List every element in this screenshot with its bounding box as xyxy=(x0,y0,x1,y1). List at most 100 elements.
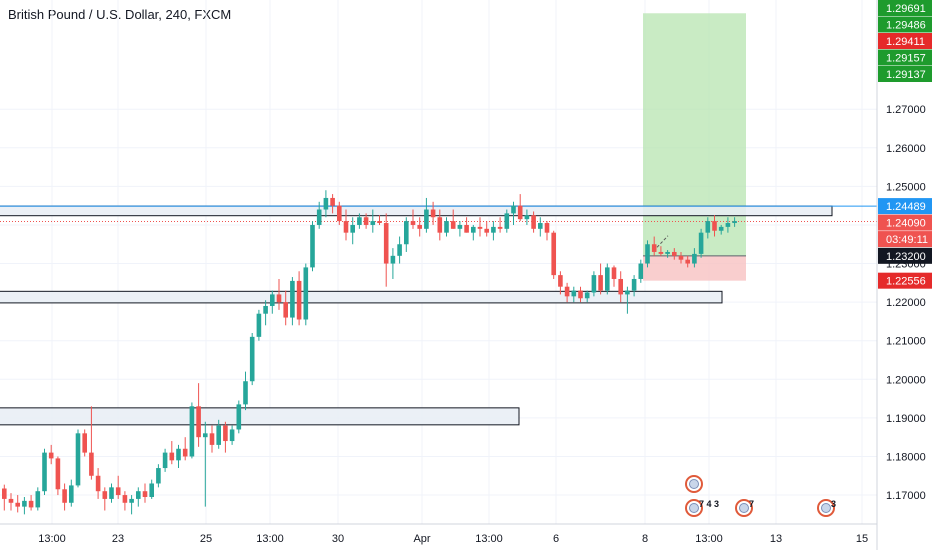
candle xyxy=(658,246,664,256)
price-label-tag: 1.24090 xyxy=(878,214,932,231)
candle xyxy=(497,217,503,233)
candle xyxy=(511,201,516,225)
price-label-tag: 1.23200 xyxy=(878,247,932,264)
price-label-bg xyxy=(878,272,932,289)
candle xyxy=(283,290,288,326)
y-tick-label: 1.21000 xyxy=(886,336,926,348)
price-label-text: 1.22556 xyxy=(886,276,926,288)
candle-body xyxy=(136,491,141,499)
event-count: 3 xyxy=(831,499,836,509)
candle xyxy=(665,250,670,258)
candle xyxy=(42,448,47,496)
candle xyxy=(350,217,355,245)
candle-body xyxy=(156,468,161,484)
flag-icon xyxy=(821,503,831,513)
flag-icon xyxy=(739,503,749,513)
x-tick-label: 6 xyxy=(553,533,559,545)
candle-body xyxy=(296,280,302,320)
candle-body xyxy=(430,209,436,218)
candle xyxy=(464,217,469,233)
candle xyxy=(444,217,449,237)
candle-body xyxy=(705,221,711,233)
candle-body xyxy=(377,221,382,224)
candle-body xyxy=(672,251,677,256)
candle xyxy=(48,444,54,465)
price-label-bg xyxy=(878,231,932,248)
price-label-text: 1.23200 xyxy=(886,251,926,263)
candle xyxy=(203,421,208,507)
candle-body xyxy=(638,263,644,279)
y-tick-label: 1.25000 xyxy=(886,181,926,193)
candle xyxy=(357,213,362,229)
price-label-text: 1.29691 xyxy=(886,3,926,15)
candle-body xyxy=(82,433,87,453)
candle-body xyxy=(517,205,523,220)
candle-body xyxy=(464,224,469,233)
candle-body xyxy=(524,215,530,220)
candle xyxy=(296,271,302,326)
candle-body xyxy=(129,498,134,503)
candle-body xyxy=(290,280,295,318)
flag-icon xyxy=(689,503,699,513)
price-label-bg xyxy=(878,33,932,49)
x-tick-label: 13:00 xyxy=(475,533,503,545)
candle xyxy=(544,221,550,241)
price-label-bg xyxy=(878,247,932,264)
candle xyxy=(625,286,630,314)
candle xyxy=(685,255,690,268)
candle-body xyxy=(444,221,449,233)
event-count: 7 xyxy=(749,499,754,509)
candle-body xyxy=(243,381,248,405)
price-label-text: 1.24090 xyxy=(886,218,926,230)
y-tick-label: 1.22000 xyxy=(886,297,926,309)
candle-body xyxy=(263,305,268,314)
candle xyxy=(437,209,443,241)
candle xyxy=(638,259,644,283)
candle xyxy=(692,248,697,268)
candle-body xyxy=(404,221,409,245)
candle xyxy=(243,371,248,411)
candle-body xyxy=(189,406,195,457)
candle xyxy=(484,221,489,237)
candle-body xyxy=(531,215,536,229)
candle xyxy=(2,484,7,511)
candle-body xyxy=(363,217,369,225)
candle xyxy=(645,240,650,268)
candle-body xyxy=(330,197,335,206)
candle xyxy=(404,217,409,252)
candle xyxy=(69,479,74,507)
candle xyxy=(457,221,463,237)
candle xyxy=(551,230,556,279)
candle-body xyxy=(732,221,737,224)
candle-body xyxy=(651,244,657,252)
candle xyxy=(578,286,583,303)
candle-body xyxy=(176,448,181,461)
candle xyxy=(182,437,188,461)
candle-body xyxy=(424,209,429,229)
price-label-bg xyxy=(878,16,932,33)
candle-body xyxy=(102,491,108,499)
candle xyxy=(115,475,121,499)
x-tick-label: 13:00 xyxy=(256,533,284,545)
price-label-bg xyxy=(878,66,932,82)
candle xyxy=(290,277,295,326)
candle-body xyxy=(383,223,389,264)
candle-body xyxy=(35,491,41,508)
candle-body xyxy=(584,292,590,299)
candle xyxy=(383,213,389,287)
candle xyxy=(316,201,322,229)
candle-body xyxy=(718,226,724,231)
candle-body xyxy=(725,223,731,227)
candle xyxy=(618,271,623,303)
price-label-bg xyxy=(878,198,932,215)
price-label-bg xyxy=(878,49,932,66)
price-label-text: 1.29137 xyxy=(886,69,926,81)
candle xyxy=(370,209,376,233)
price-label-text: 1.24489 xyxy=(886,201,926,213)
x-tick-label: 13 xyxy=(770,533,782,545)
candle-body xyxy=(8,498,14,503)
candle-body xyxy=(457,224,463,229)
candle-body xyxy=(578,290,583,299)
candle-body xyxy=(75,433,81,486)
